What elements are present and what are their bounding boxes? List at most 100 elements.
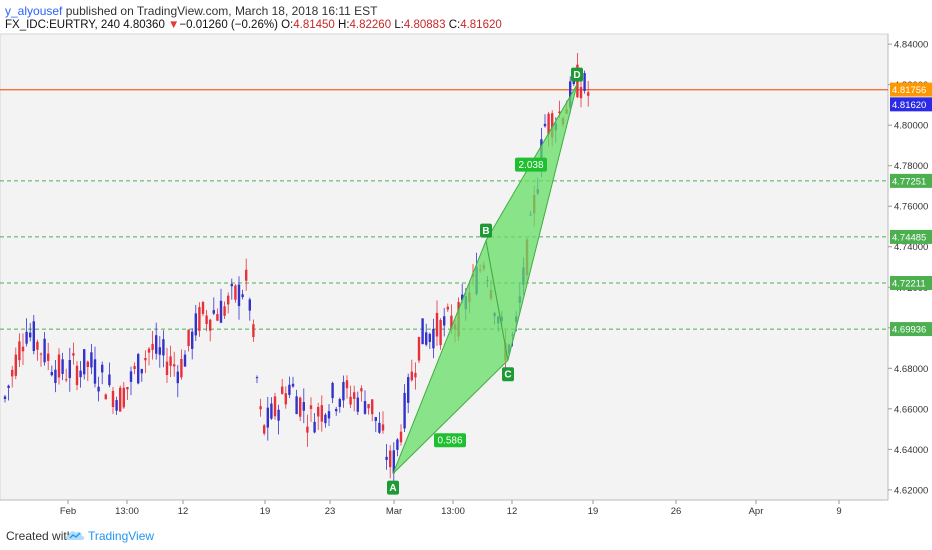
candle-body: [356, 397, 359, 412]
candle-body: [378, 422, 381, 433]
ratio-label-bg: [434, 433, 466, 448]
level-label: 4.77251: [892, 176, 926, 187]
candle-body: [126, 387, 129, 390]
candle-body: [259, 406, 262, 410]
candle-body: [266, 407, 269, 428]
candle-body: [281, 386, 284, 394]
candle-body: [579, 87, 583, 99]
candle-body: [432, 328, 435, 349]
candle-body: [284, 393, 287, 405]
candle-body: [75, 365, 79, 386]
candle-body: [133, 366, 136, 369]
candle-body: [252, 324, 255, 338]
pattern-point-a: A: [389, 483, 396, 494]
level-label: 4.74485: [892, 232, 926, 243]
candle-body: [162, 339, 165, 356]
candle-body: [201, 302, 205, 314]
candle-body: [450, 315, 453, 330]
level-label-bg: [890, 275, 932, 290]
x-tick-label: 23: [325, 506, 336, 517]
high-value: 4.82260: [349, 19, 392, 31]
y-tick-label: 4.74000: [894, 242, 928, 253]
candle-body: [83, 349, 86, 375]
candle-body: [151, 343, 154, 350]
candle-body: [255, 377, 259, 379]
candle-body: [147, 348, 151, 353]
candle-body: [241, 294, 244, 298]
candle-body: [234, 285, 237, 300]
candle-body: [421, 318, 424, 345]
candle-body: [543, 123, 547, 127]
published-text: published on TradingView.com, March 18, …: [65, 4, 378, 18]
candle-body: [191, 331, 194, 349]
candle-body: [180, 358, 183, 378]
candle-body: [122, 387, 125, 408]
candle-body: [349, 396, 352, 405]
candle-body: [396, 439, 399, 450]
candle-body: [587, 92, 590, 96]
candle-body: [461, 294, 464, 301]
candle-body: [327, 411, 331, 419]
candle-body: [173, 364, 176, 367]
candle-body: [443, 316, 446, 326]
candle-body: [216, 314, 219, 321]
candle-body: [245, 269, 248, 281]
pattern-point-a-bg: [387, 480, 399, 495]
x-tick-label: 13:00: [441, 506, 465, 517]
publish-info: y_alyousef published on TradingView.com,…: [5, 4, 377, 18]
x-tick-label: 26: [671, 506, 682, 517]
candle-body: [335, 408, 338, 412]
candle-body: [270, 403, 273, 419]
candle-body: [425, 332, 428, 345]
candle-body: [11, 369, 14, 377]
candle-body: [155, 335, 158, 354]
ratio-label: 2.038: [518, 160, 543, 171]
candle-body: [439, 320, 442, 346]
candle-body: [363, 401, 367, 414]
pattern-point-d: D: [573, 70, 580, 81]
footer: Created with TradingView: [0, 520, 932, 550]
candle-body: [273, 396, 277, 417]
candle-body: [410, 371, 413, 381]
y-tick-label: 4.62000: [894, 485, 928, 496]
candle-body: [227, 295, 230, 305]
candle-body: [140, 369, 143, 374]
close-value: 4.81620: [460, 19, 502, 31]
candle-body: [403, 392, 406, 429]
open-label: O:: [281, 19, 294, 31]
x-tick-label: 19: [588, 506, 599, 517]
candle-body: [176, 371, 179, 384]
y-tick-label: 4.68000: [894, 364, 928, 375]
pattern-point-b-bg: [480, 223, 492, 238]
candle-body: [65, 379, 68, 381]
candle-body: [169, 356, 172, 366]
candle-body: [108, 374, 111, 386]
x-tick-label: Feb: [60, 506, 76, 517]
candle-body: [165, 361, 169, 376]
candle-body: [14, 354, 17, 376]
level-label-bg: [890, 322, 932, 337]
candle-body: [90, 352, 93, 368]
tradingview-brand[interactable]: TradingView: [88, 529, 155, 543]
low-label: L:: [394, 19, 404, 31]
y-tick-label: 4.80000: [894, 121, 928, 132]
candle-body: [569, 81, 572, 108]
candle-body: [338, 399, 341, 407]
candle-body: [18, 341, 21, 361]
y-tick-label: 4.76000: [894, 202, 928, 213]
candle-body: [374, 417, 377, 421]
candle-body: [93, 359, 97, 384]
tradingview-cloud-icon: [65, 531, 85, 540]
candle-body: [223, 306, 226, 316]
symbol-label[interactable]: FX_IDC:EURTRY, 240: [5, 19, 121, 31]
candle-body: [54, 369, 57, 383]
candle-body: [209, 319, 212, 331]
author-link[interactable]: y_alyousef: [5, 4, 63, 18]
y-tick-label: 4.64000: [894, 445, 928, 456]
price-chart[interactable]: 4.840004.820004.800004.780004.760004.740…: [0, 0, 932, 520]
candle-body: [129, 371, 133, 382]
high-label: H:: [338, 19, 350, 31]
plot-area: [0, 33, 889, 501]
candle-body: [25, 331, 28, 344]
low-value: 4.80883: [403, 19, 446, 31]
